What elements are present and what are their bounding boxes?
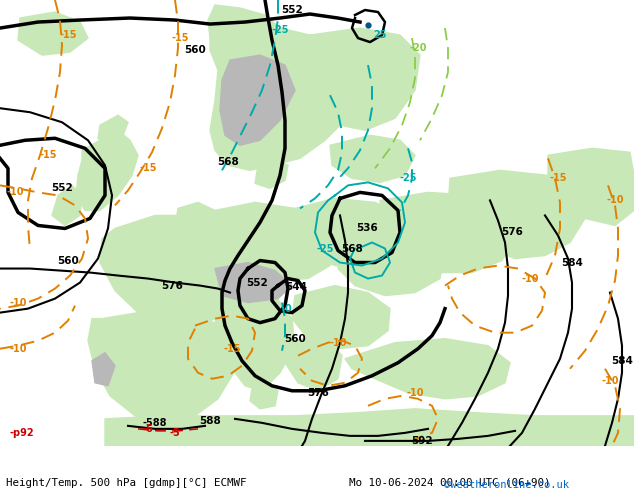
Polygon shape — [338, 228, 445, 295]
Text: Height/Temp. 500 hPa [gdmp][°C] ECMWF: Height/Temp. 500 hPa [gdmp][°C] ECMWF — [6, 478, 247, 488]
Text: -p92: -p92 — [10, 428, 34, 438]
Polygon shape — [92, 353, 115, 386]
Text: -10: -10 — [6, 187, 23, 197]
Text: 592: 592 — [411, 436, 433, 446]
Polygon shape — [345, 339, 510, 399]
Text: -25: -25 — [271, 25, 288, 35]
Text: -10: -10 — [521, 273, 539, 284]
Text: 584: 584 — [611, 356, 633, 366]
Text: 576: 576 — [501, 227, 523, 238]
Text: -588: -588 — [143, 418, 167, 428]
Text: -25: -25 — [316, 244, 333, 253]
Text: 568: 568 — [341, 244, 363, 253]
Polygon shape — [175, 202, 215, 236]
Polygon shape — [100, 216, 250, 331]
Polygon shape — [210, 202, 338, 281]
Text: -10: -10 — [606, 196, 624, 205]
Polygon shape — [448, 171, 585, 259]
Polygon shape — [295, 198, 412, 269]
Polygon shape — [330, 135, 415, 182]
Polygon shape — [18, 12, 88, 55]
Polygon shape — [208, 5, 280, 55]
Text: 588: 588 — [199, 416, 221, 426]
Polygon shape — [380, 193, 515, 272]
Polygon shape — [215, 286, 295, 391]
Text: 25: 25 — [373, 30, 387, 40]
Text: -15: -15 — [171, 33, 189, 43]
Text: -10: -10 — [329, 338, 347, 348]
Polygon shape — [98, 115, 128, 146]
Text: 0: 0 — [285, 304, 292, 314]
Polygon shape — [300, 28, 420, 130]
Text: -25: -25 — [399, 173, 417, 183]
Text: 560: 560 — [284, 334, 306, 343]
Text: -15: -15 — [549, 173, 567, 183]
Text: 552: 552 — [51, 183, 73, 194]
Polygon shape — [255, 158, 288, 188]
Polygon shape — [220, 326, 240, 356]
Text: -15: -15 — [59, 30, 77, 40]
Polygon shape — [210, 28, 365, 171]
Text: Mo 10-06-2024 00:00 UTC (06+90): Mo 10-06-2024 00:00 UTC (06+90) — [349, 478, 550, 488]
Text: 560: 560 — [57, 255, 79, 266]
Polygon shape — [105, 416, 295, 446]
Text: ©weatheronline.co.uk: ©weatheronline.co.uk — [444, 480, 569, 490]
Polygon shape — [295, 409, 634, 446]
Text: 552: 552 — [246, 277, 268, 288]
Text: 536: 536 — [356, 223, 378, 233]
Text: 560: 560 — [184, 45, 206, 55]
Text: 568: 568 — [217, 157, 239, 167]
Text: -10: -10 — [601, 376, 619, 386]
Text: 544: 544 — [285, 282, 307, 292]
Text: -10: -10 — [406, 388, 424, 398]
Text: 552: 552 — [281, 5, 303, 15]
Polygon shape — [76, 130, 138, 210]
Text: 576: 576 — [161, 281, 183, 291]
Polygon shape — [215, 263, 292, 303]
Polygon shape — [548, 148, 634, 225]
Text: -15: -15 — [139, 163, 157, 173]
Polygon shape — [285, 336, 342, 391]
Text: -6: -6 — [143, 424, 153, 434]
Polygon shape — [88, 313, 235, 423]
Polygon shape — [220, 55, 295, 146]
Text: -10: -10 — [10, 297, 27, 308]
Text: -15: -15 — [223, 343, 241, 354]
Polygon shape — [250, 383, 278, 409]
Text: -10: -10 — [10, 343, 27, 354]
Text: -5: -5 — [170, 428, 181, 438]
Text: 576: 576 — [307, 388, 329, 398]
Polygon shape — [52, 185, 82, 225]
Text: -15: -15 — [39, 150, 57, 160]
Text: -20: -20 — [410, 43, 427, 53]
Text: 584: 584 — [561, 258, 583, 268]
Polygon shape — [292, 286, 390, 349]
